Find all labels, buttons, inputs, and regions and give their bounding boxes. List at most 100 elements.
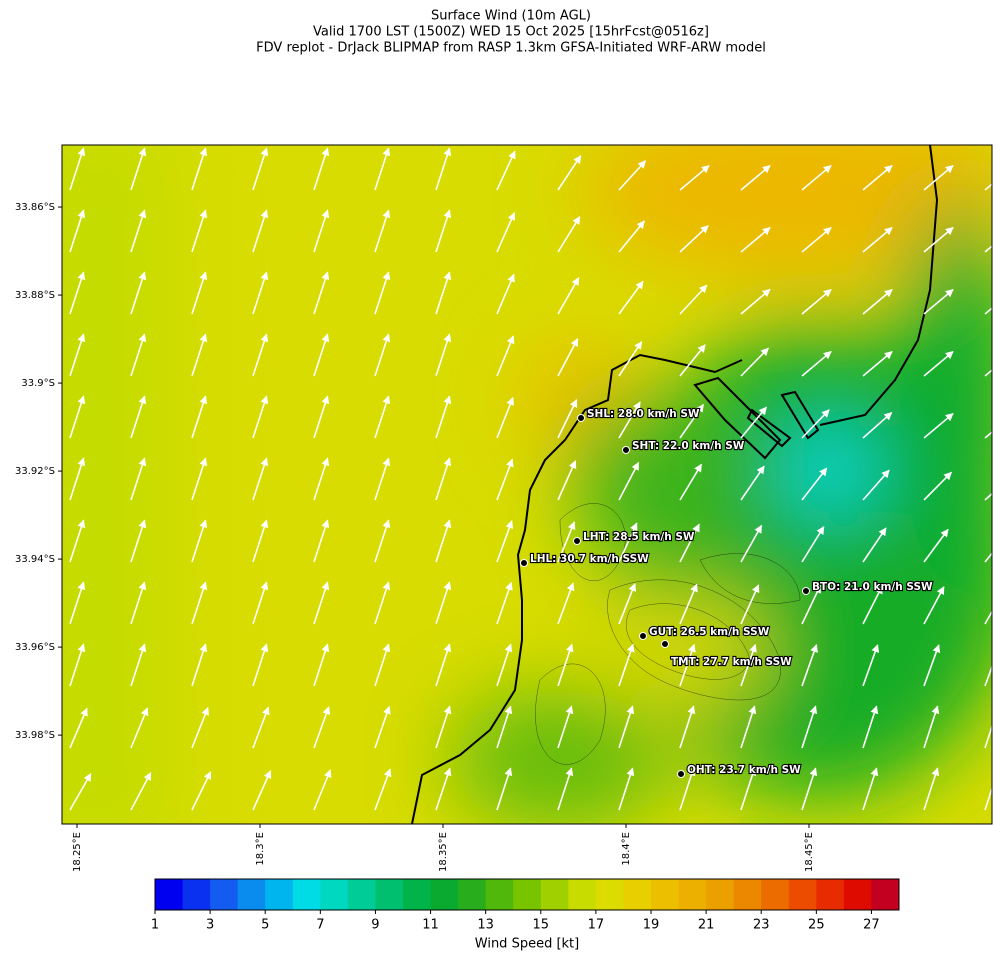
wind-arrow (801, 526, 825, 563)
wind-arrow (374, 147, 391, 191)
wind-arrow (801, 584, 822, 625)
wind-arrow (252, 643, 269, 687)
wind-arrow (435, 519, 452, 563)
colorbar-swatch (678, 879, 707, 910)
wind-arrow (618, 767, 635, 811)
wind-arrow (740, 584, 760, 625)
wind-arrow (557, 582, 575, 625)
wind-arrow (496, 396, 514, 439)
colorbar-label: Wind Speed [kt] (475, 937, 579, 952)
wind-arrow (862, 585, 883, 625)
y-tick-label: 33.98°S (15, 730, 55, 741)
wind-arrow (679, 164, 710, 191)
station-label: GUT: 26.5 km/h SSW (649, 626, 770, 638)
wind-arrow (923, 288, 954, 315)
wind-arrow (984, 245, 992, 253)
wind-arrow (679, 643, 696, 687)
wind-arrow (984, 431, 992, 439)
wind-arrow (801, 164, 832, 191)
y-tick-label: 33.88°S (15, 290, 55, 301)
y-tick-label: 33.96°S (15, 642, 55, 653)
wind-arrow (435, 271, 452, 315)
wind-arrow (496, 767, 513, 811)
wind-arrow (801, 467, 828, 501)
wind-arrow (862, 644, 880, 687)
wind-arrow (69, 395, 86, 439)
wind-field (62, 145, 992, 824)
wind-arrow (618, 582, 637, 625)
wind-arrow (679, 284, 708, 315)
wind-arrow (191, 643, 208, 687)
wind-arrow (252, 706, 270, 749)
station-label: BTO: 21.0 km/h SSW (812, 581, 933, 593)
wind-arrow (69, 209, 86, 253)
colorbar-swatch (623, 879, 652, 910)
wind-arrow (435, 457, 452, 501)
colorbar-tick-label: 25 (808, 918, 825, 933)
wind-arrow (801, 767, 818, 811)
wind-arrow (923, 226, 954, 253)
wind-arrow (130, 147, 147, 191)
wind-arrow (557, 460, 577, 501)
colorbar-tick-label: 9 (371, 918, 379, 933)
wind-arrow (130, 209, 147, 253)
wind-arrow (862, 705, 879, 749)
title-line: FDV replot - DrJack BLIPMAP from RASP 1.… (256, 41, 766, 56)
wind-arrow (679, 583, 698, 625)
y-tick-label: 33.92°S (15, 466, 55, 477)
y-tick-label: 33.94°S (15, 554, 55, 565)
title-line: Surface Wind (10m AGL) (431, 9, 591, 24)
wind-arrow (679, 523, 700, 563)
colorbar-tick-label: 13 (477, 918, 494, 933)
station-label: LHT: 28.5 km/h SW (583, 531, 695, 543)
wind-arrow (435, 767, 452, 811)
wind-arrow (313, 519, 330, 563)
wind-arrow (740, 767, 757, 811)
wind-arrow (435, 581, 452, 625)
colorbar-swatch (540, 879, 569, 910)
wind-arrow (130, 707, 149, 749)
wind-arrows (69, 147, 992, 811)
wind-arrow (679, 225, 709, 253)
wind-arrow (801, 288, 832, 315)
wind-arrow (130, 457, 147, 501)
station-label: OHT: 23.7 km/h SW (687, 764, 801, 776)
station-dot (661, 640, 669, 648)
wind-arrow (130, 395, 147, 439)
wind-arrow (374, 768, 392, 811)
wind-arrow (69, 147, 86, 191)
wind-arrow (496, 520, 514, 563)
wind-arrow (740, 347, 769, 377)
wind-arrow (557, 705, 574, 749)
station-label: SHL: 28.0 km/h SW (587, 408, 700, 420)
colorbar-swatch (706, 879, 735, 910)
wind-arrow (740, 705, 757, 749)
wind-arrow (252, 770, 272, 811)
wind-arrow (862, 767, 879, 811)
colorbar-tick-label: 17 (588, 918, 605, 933)
x-tick-label: 18.3°E (255, 832, 266, 866)
wind-arrow (313, 769, 332, 811)
colorbar-tick-label: 3 (206, 918, 214, 933)
wind-arrow (557, 521, 576, 563)
colorbar-swatch (458, 879, 487, 910)
wind-arrow (862, 350, 893, 377)
wind-arrow (740, 643, 757, 687)
wind-arrow (130, 772, 152, 811)
wind-arrow (984, 552, 992, 563)
wind-arrow (984, 369, 992, 377)
wind-arrow (191, 581, 208, 625)
colorbar-swatch (485, 879, 514, 910)
wind-arrow (496, 581, 513, 625)
wind-arrow (374, 333, 391, 377)
station-label: TMT: 27.7 km/h SSW (671, 656, 792, 668)
colorbar-swatch (843, 879, 872, 910)
wind-arrow (191, 333, 208, 377)
wind-arrow (435, 643, 452, 687)
wind-arrow (69, 643, 86, 687)
wind-arrow (923, 586, 945, 625)
wind-arrow (252, 209, 269, 253)
wind-arrow (679, 767, 696, 811)
wind-arrow (923, 350, 954, 377)
wind-arrow (313, 271, 330, 315)
